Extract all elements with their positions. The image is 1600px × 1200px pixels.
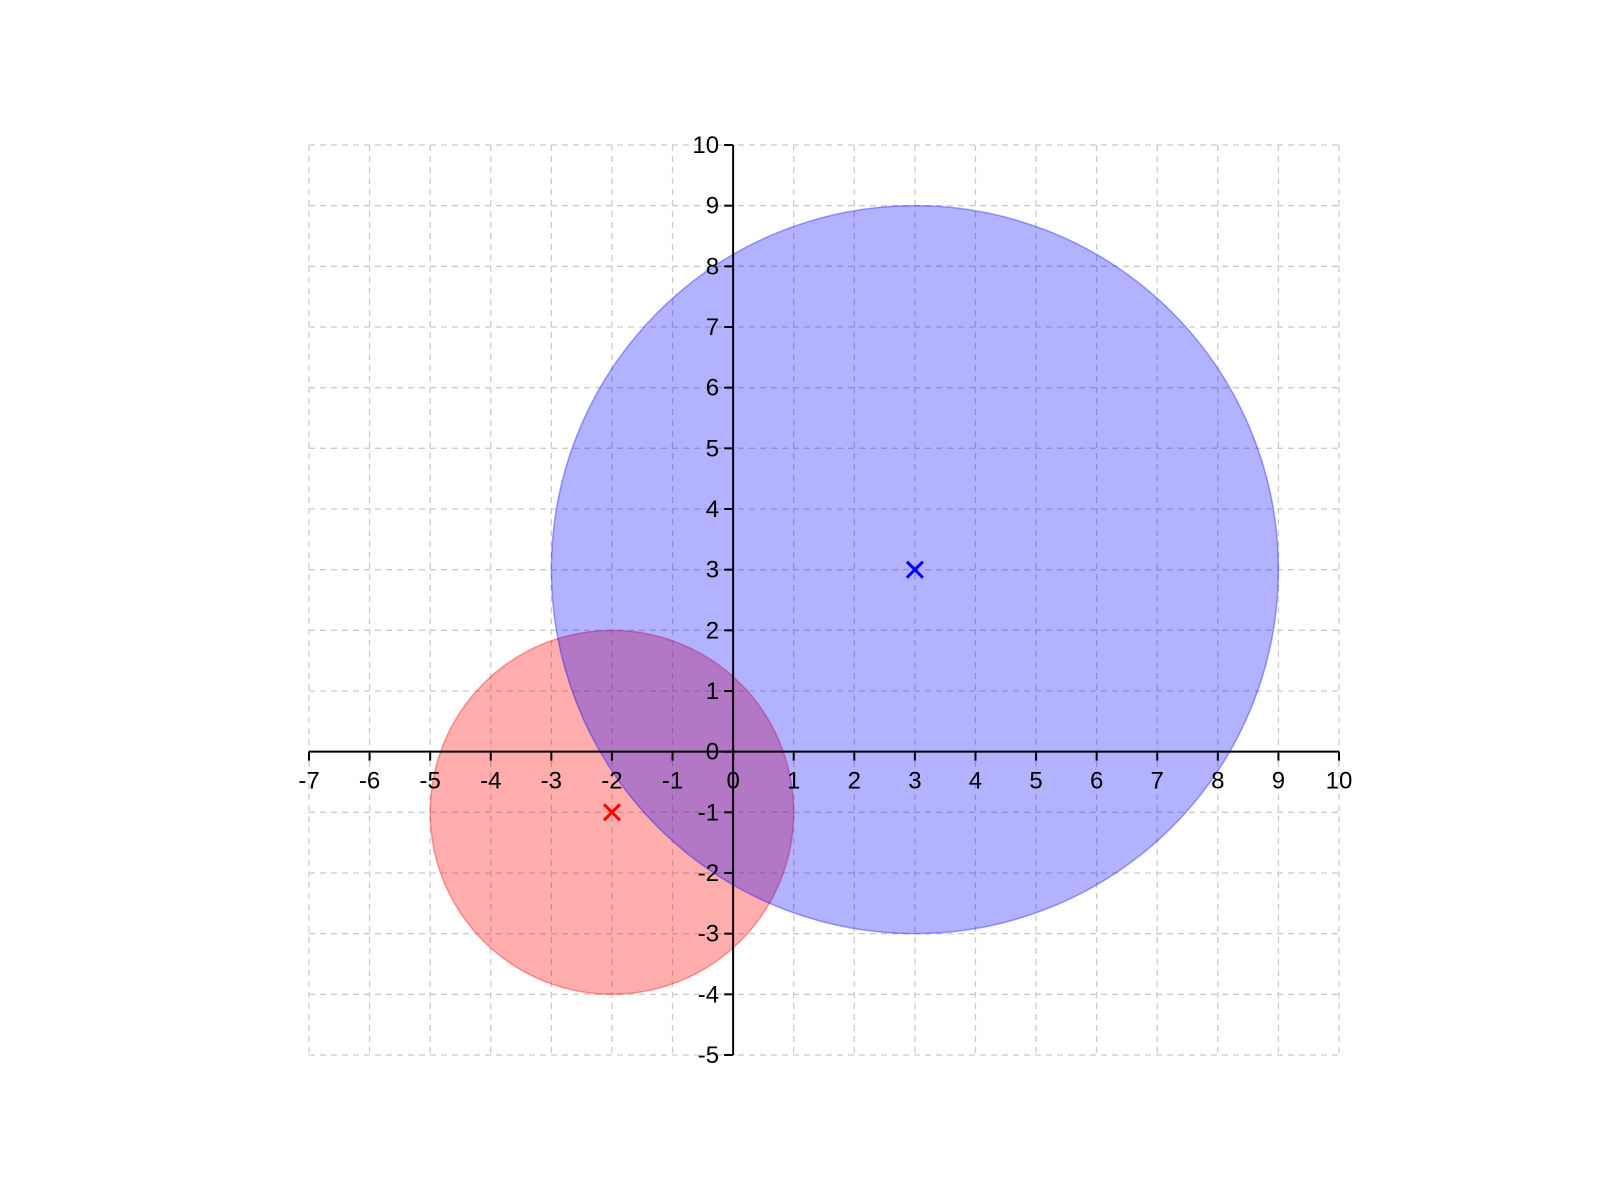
x-tick-label: 6 [1090, 768, 1103, 795]
y-tick-label: 6 [706, 375, 719, 402]
y-tick-label: 3 [706, 557, 719, 584]
marker-stroke [905, 560, 924, 579]
axes: -7 -6 -5 -4 -3 -2 -1 0 1 2 3 4 5 6 7 8 9 10 -5 -4 -3 -2 -1 0 1 2 3… [298, 132, 1352, 1069]
y-tick-label: 5 [706, 435, 719, 462]
y-tick-label: 8 [706, 253, 719, 280]
x-tick-label: 2 [848, 768, 861, 795]
center-marker-0 [602, 803, 622, 822]
y-tick-label: -4 [698, 981, 719, 1008]
x-tick-label: 5 [1029, 768, 1042, 795]
y-tick-label: -2 [698, 860, 719, 887]
x-tick-label: 4 [969, 768, 982, 795]
y-tick-label: 10 [692, 132, 719, 159]
x-tick-label: 8 [1211, 768, 1224, 795]
y-tick-label: 1 [706, 678, 719, 705]
x-tick-label: -7 [298, 768, 319, 795]
circles [429, 204, 1280, 996]
x-tick-label: 10 [1326, 768, 1353, 795]
y-tick-label: 4 [706, 496, 719, 523]
x-tick-label: 9 [1272, 768, 1285, 795]
y-tick-label: 2 [706, 617, 719, 644]
x-tick-label: 0 [726, 768, 739, 795]
x-tick-label: -3 [541, 768, 562, 795]
center-marker-1 [905, 560, 924, 579]
y-tick-label: 0 [706, 739, 719, 766]
y-tick-label: 7 [706, 314, 719, 341]
y-tick-label: -3 [698, 921, 719, 948]
x-tick-label: -2 [601, 768, 622, 795]
y-tick-label: 9 [706, 193, 719, 220]
grid [308, 144, 1340, 1056]
x-tick-label: -5 [420, 768, 441, 795]
y-tick-label: -1 [698, 799, 719, 826]
x-tick-label: -4 [480, 768, 501, 795]
x-tick-label: 3 [908, 768, 921, 795]
x-tick-label: 7 [1151, 768, 1164, 795]
x-tick-label: -6 [359, 768, 380, 795]
x-tick-label: -1 [662, 768, 683, 795]
y-tick-label: -5 [698, 1042, 719, 1069]
marker-stroke [602, 803, 622, 822]
center-markers [602, 560, 924, 822]
x-tick-label: 1 [787, 768, 800, 795]
